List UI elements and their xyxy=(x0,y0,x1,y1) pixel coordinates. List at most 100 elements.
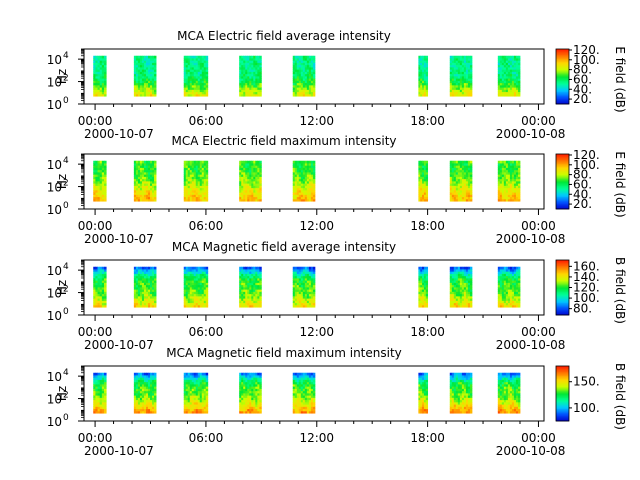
spectrogram-cell xyxy=(139,75,143,79)
spectrogram-cell xyxy=(95,174,98,177)
spectrogram-cell xyxy=(423,293,427,297)
spectrogram-cell xyxy=(259,93,262,97)
spectrogram-cell xyxy=(420,275,423,279)
spectrogram-cell xyxy=(420,295,423,299)
spectrogram-cell xyxy=(147,71,151,75)
spectrogram-cell xyxy=(418,169,421,173)
spectrogram-cell xyxy=(465,280,469,283)
spectrogram-cell xyxy=(425,84,429,88)
colorbar-cell xyxy=(556,268,569,271)
spectrogram-cell xyxy=(241,291,244,295)
spectrogram-cell xyxy=(203,62,207,66)
spectrogram-cell xyxy=(503,171,507,175)
spectrogram-cell xyxy=(453,180,457,184)
spectrogram-cell xyxy=(425,80,429,84)
spectrogram-cell xyxy=(418,165,421,168)
spectrogram-cell xyxy=(259,73,262,77)
spectrogram-cell xyxy=(425,300,429,304)
spectrogram-cell xyxy=(455,165,459,168)
spectrogram-cell xyxy=(99,80,103,84)
spectrogram-cell xyxy=(141,266,145,270)
spectrogram-cell xyxy=(298,64,302,68)
spectrogram-cell xyxy=(243,71,246,75)
colorbar-cell xyxy=(556,51,569,54)
spectrogram-cell xyxy=(511,80,515,84)
spectrogram-cell xyxy=(137,269,141,272)
spectrogram-cell xyxy=(201,291,205,295)
spectrogram-cell xyxy=(101,174,105,177)
spectrogram-cell xyxy=(147,198,151,202)
spectrogram-cell xyxy=(515,183,519,186)
spectrogram-cell xyxy=(199,169,203,173)
spectrogram-cell xyxy=(137,165,141,168)
spectrogram-cell xyxy=(201,295,205,299)
spectrogram-cell xyxy=(95,375,98,378)
spectrogram-cell xyxy=(422,300,425,304)
spectrogram-cell xyxy=(467,62,471,66)
spectrogram-cell xyxy=(185,284,189,288)
spectrogram-cell xyxy=(418,304,421,308)
colorbar-cell xyxy=(556,90,569,93)
spectrogram-cell xyxy=(465,62,469,66)
spectrogram-cell xyxy=(93,298,96,301)
spectrogram-cell xyxy=(255,171,258,175)
spectrogram-cell xyxy=(203,174,207,177)
colorbar-cell xyxy=(556,177,569,180)
spectrogram-cell xyxy=(187,160,191,164)
spectrogram-cell xyxy=(499,178,503,182)
y-tick-label: 10 xyxy=(47,181,62,195)
spectrogram-cell xyxy=(93,289,96,292)
spectrogram-cell xyxy=(306,295,310,299)
spectrogram-cell xyxy=(139,62,143,66)
spectrogram-cell xyxy=(101,401,105,405)
spectrogram-cell xyxy=(201,406,205,410)
spectrogram-cell xyxy=(308,286,312,290)
spectrogram-cell xyxy=(245,163,248,166)
spectrogram-cell xyxy=(150,266,153,270)
spectrogram-cell xyxy=(185,174,189,177)
spectrogram-cell xyxy=(141,185,145,189)
spectrogram-cell xyxy=(253,71,256,75)
spectrogram-cell xyxy=(243,271,246,274)
spectrogram-cell xyxy=(304,167,308,171)
spectrogram-cell xyxy=(152,383,155,387)
spectrogram-cell xyxy=(183,78,187,81)
spectrogram-cell xyxy=(205,189,209,193)
spectrogram-cell xyxy=(505,304,509,308)
spectrogram-cell xyxy=(187,87,191,90)
spectrogram-cell xyxy=(306,174,310,177)
spectrogram-cell xyxy=(147,78,151,81)
spectrogram-cell xyxy=(418,160,421,164)
spectrogram-cell xyxy=(511,174,515,177)
spectrogram-cell xyxy=(302,300,306,304)
spectrogram-cell xyxy=(467,284,471,288)
spectrogram-cell xyxy=(249,165,252,168)
spectrogram-cell xyxy=(135,192,139,195)
spectrogram-cell xyxy=(203,180,207,184)
spectrogram-cell xyxy=(509,185,513,189)
spectrogram-cell xyxy=(197,406,201,410)
spectrogram-cell xyxy=(185,192,189,195)
spectrogram-cell xyxy=(183,93,187,97)
spectrogram-cell xyxy=(312,80,316,84)
spectrogram-cell xyxy=(259,280,262,283)
spectrogram-cell xyxy=(422,66,425,70)
spectrogram-cell xyxy=(203,165,207,168)
spectrogram-cell xyxy=(306,289,310,292)
spectrogram-cell xyxy=(135,381,139,385)
spectrogram-cell xyxy=(423,266,427,270)
spectrogram-cell xyxy=(185,406,189,410)
spectrogram-cell xyxy=(141,183,145,186)
spectrogram-cell xyxy=(150,55,153,59)
spectrogram-cell xyxy=(191,410,195,414)
colorbar-cell xyxy=(556,264,569,266)
spectrogram-cell xyxy=(93,75,96,79)
spectrogram-cell xyxy=(133,189,137,193)
spectrogram-cell xyxy=(422,174,425,177)
spectrogram-cell xyxy=(189,189,193,193)
spectrogram-cell xyxy=(189,93,193,97)
spectrogram-cell xyxy=(152,404,155,407)
spectrogram-cell xyxy=(141,375,145,378)
spectrogram-cell xyxy=(306,293,310,297)
spectrogram-cell xyxy=(154,388,157,392)
